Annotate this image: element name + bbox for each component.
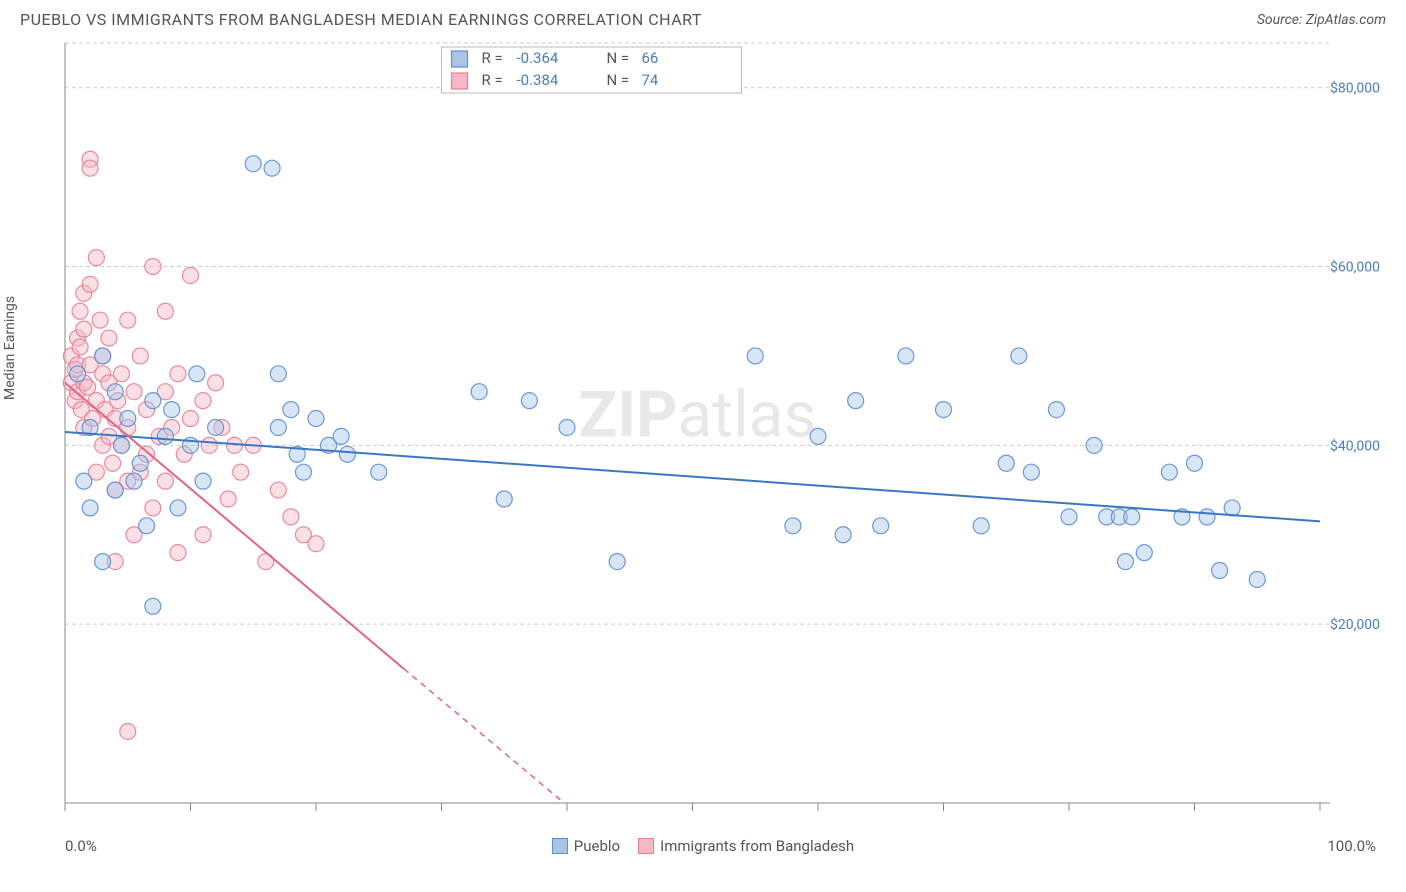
- chart-container: Median Earnings $20,000$40,000$60,000$80…: [20, 33, 1386, 855]
- x-max-label: 100.0%: [1327, 837, 1376, 855]
- chart-header: PUEBLO VS IMMIGRANTS FROM BANGLADESH MED…: [0, 0, 1406, 33]
- scatter-chart: $20,000 $40,000 $60,000 $80,000 ZIPatlas R =-…: [20, 33, 1386, 833]
- svg-text:R =: R =: [482, 71, 503, 89]
- svg-text:74: 74: [642, 71, 659, 89]
- svg-text:-0.384: -0.384: [517, 71, 559, 89]
- svg-text:66: 66: [642, 49, 659, 67]
- legend-swatch-icon: [552, 838, 568, 854]
- svg-text:R =: R =: [482, 49, 503, 67]
- chart-title: PUEBLO VS IMMIGRANTS FROM BANGLADESH MED…: [20, 10, 702, 29]
- svg-text:-0.364: -0.364: [517, 49, 559, 67]
- bottom-legend: 0.0% Pueblo Immigrants from Bangladesh 1…: [20, 837, 1386, 855]
- svg-text:$20,000: $20,000: [1330, 616, 1380, 633]
- source-attribution: Source: ZipAtlas.com: [1257, 12, 1386, 28]
- y-axis-label: Median Earnings: [2, 296, 18, 400]
- legend-swatch-icon: [638, 838, 654, 854]
- svg-text:$40,000: $40,000: [1330, 437, 1380, 454]
- svg-text:$80,000: $80,000: [1330, 80, 1380, 97]
- svg-text:$60,000: $60,000: [1330, 259, 1380, 276]
- legend-item-pueblo: Pueblo: [552, 837, 620, 855]
- legend-item-bangladesh: Immigrants from Bangladesh: [638, 837, 854, 855]
- svg-text:N =: N =: [607, 49, 630, 67]
- svg-text:N =: N =: [607, 71, 630, 89]
- svg-text:ZIPatlas: ZIPatlas: [579, 377, 817, 452]
- x-min-label: 0.0%: [65, 837, 97, 855]
